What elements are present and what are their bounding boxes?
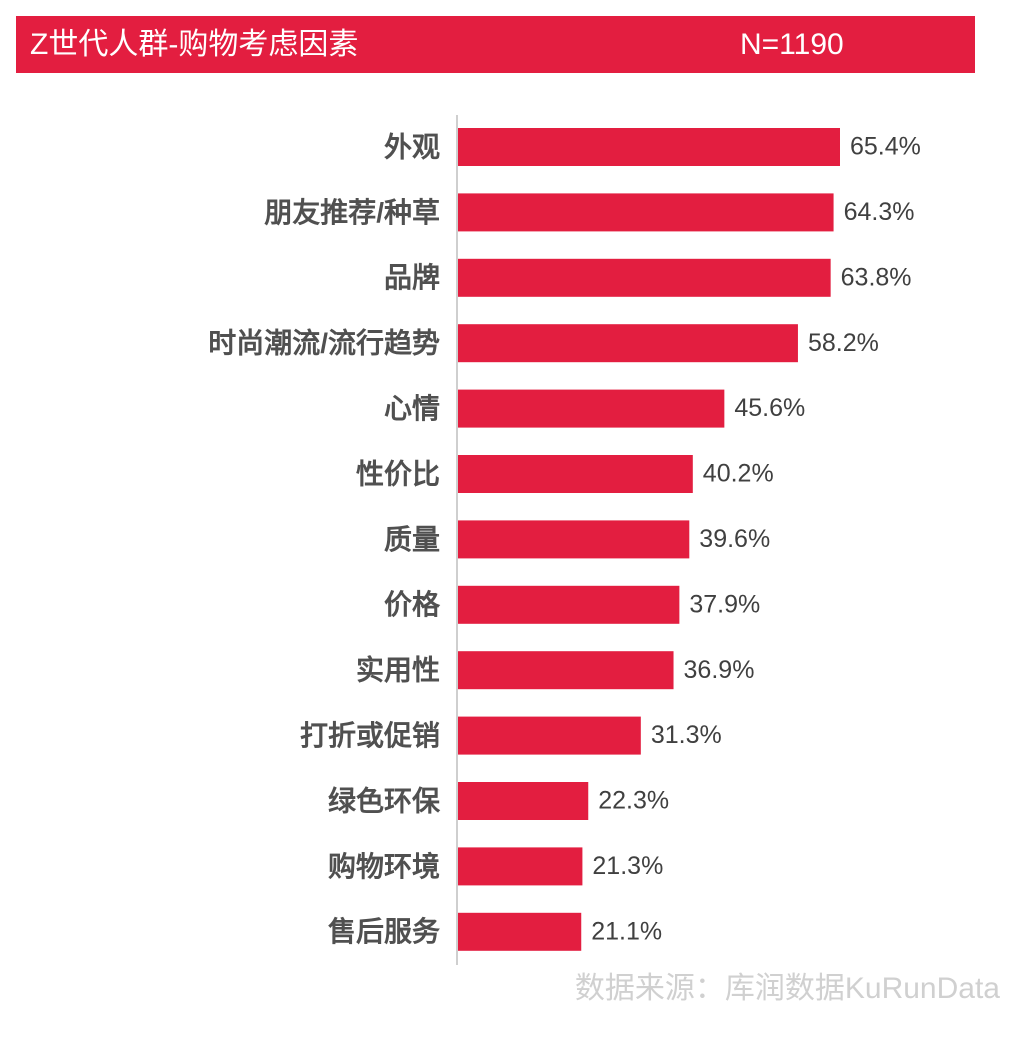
bar [458,585,680,624]
bar [458,193,834,232]
title-banner [16,16,975,73]
chart-title: Z世代人群-购物考虑因素 [30,28,358,61]
value-label: 40.2% [703,460,774,488]
bar [458,782,589,820]
category-label: 品牌 [384,262,440,293]
value-label: 45.6% [734,394,805,422]
bar [458,912,582,951]
value-label: 22.3% [598,787,669,815]
category-label: 质量 [384,524,440,555]
category-label: 打折或促销 [300,720,440,751]
category-label: 朋友推荐/种草 [264,197,440,228]
bar [458,389,725,428]
category-label: 价格 [384,589,441,620]
bar [458,716,641,755]
category-label: 绿色环保 [328,784,441,816]
category-label: 外观 [384,131,440,162]
value-label: 64.3% [844,198,915,226]
category-label: 实用性 [356,654,440,686]
value-label: 36.9% [684,656,755,684]
value-label: 37.9% [689,590,760,618]
value-label: 58.2% [808,329,879,357]
bar [458,324,798,363]
bar [458,258,831,297]
bar [458,520,690,559]
category-label: 心情 [384,393,440,424]
value-label: 31.3% [651,721,722,749]
value-label: 21.3% [592,852,663,880]
bar [458,847,583,886]
bar [458,128,840,166]
value-label: 65.4% [850,133,921,161]
category-label: 售后服务 [328,916,440,947]
chart-subtitle: N=1190 [740,28,844,61]
value-label: 39.6% [699,525,770,553]
value-label: 21.1% [591,917,662,945]
source-note: 数据来源：库润数据KuRunData [575,972,1000,1005]
bar [458,455,693,493]
category-label: 时尚潮流/流行趋势 [208,327,440,359]
value-label: 63.8% [841,263,912,291]
category-label: 性价比 [356,458,440,489]
bar [458,651,674,690]
category-label: 购物环境 [328,850,440,882]
